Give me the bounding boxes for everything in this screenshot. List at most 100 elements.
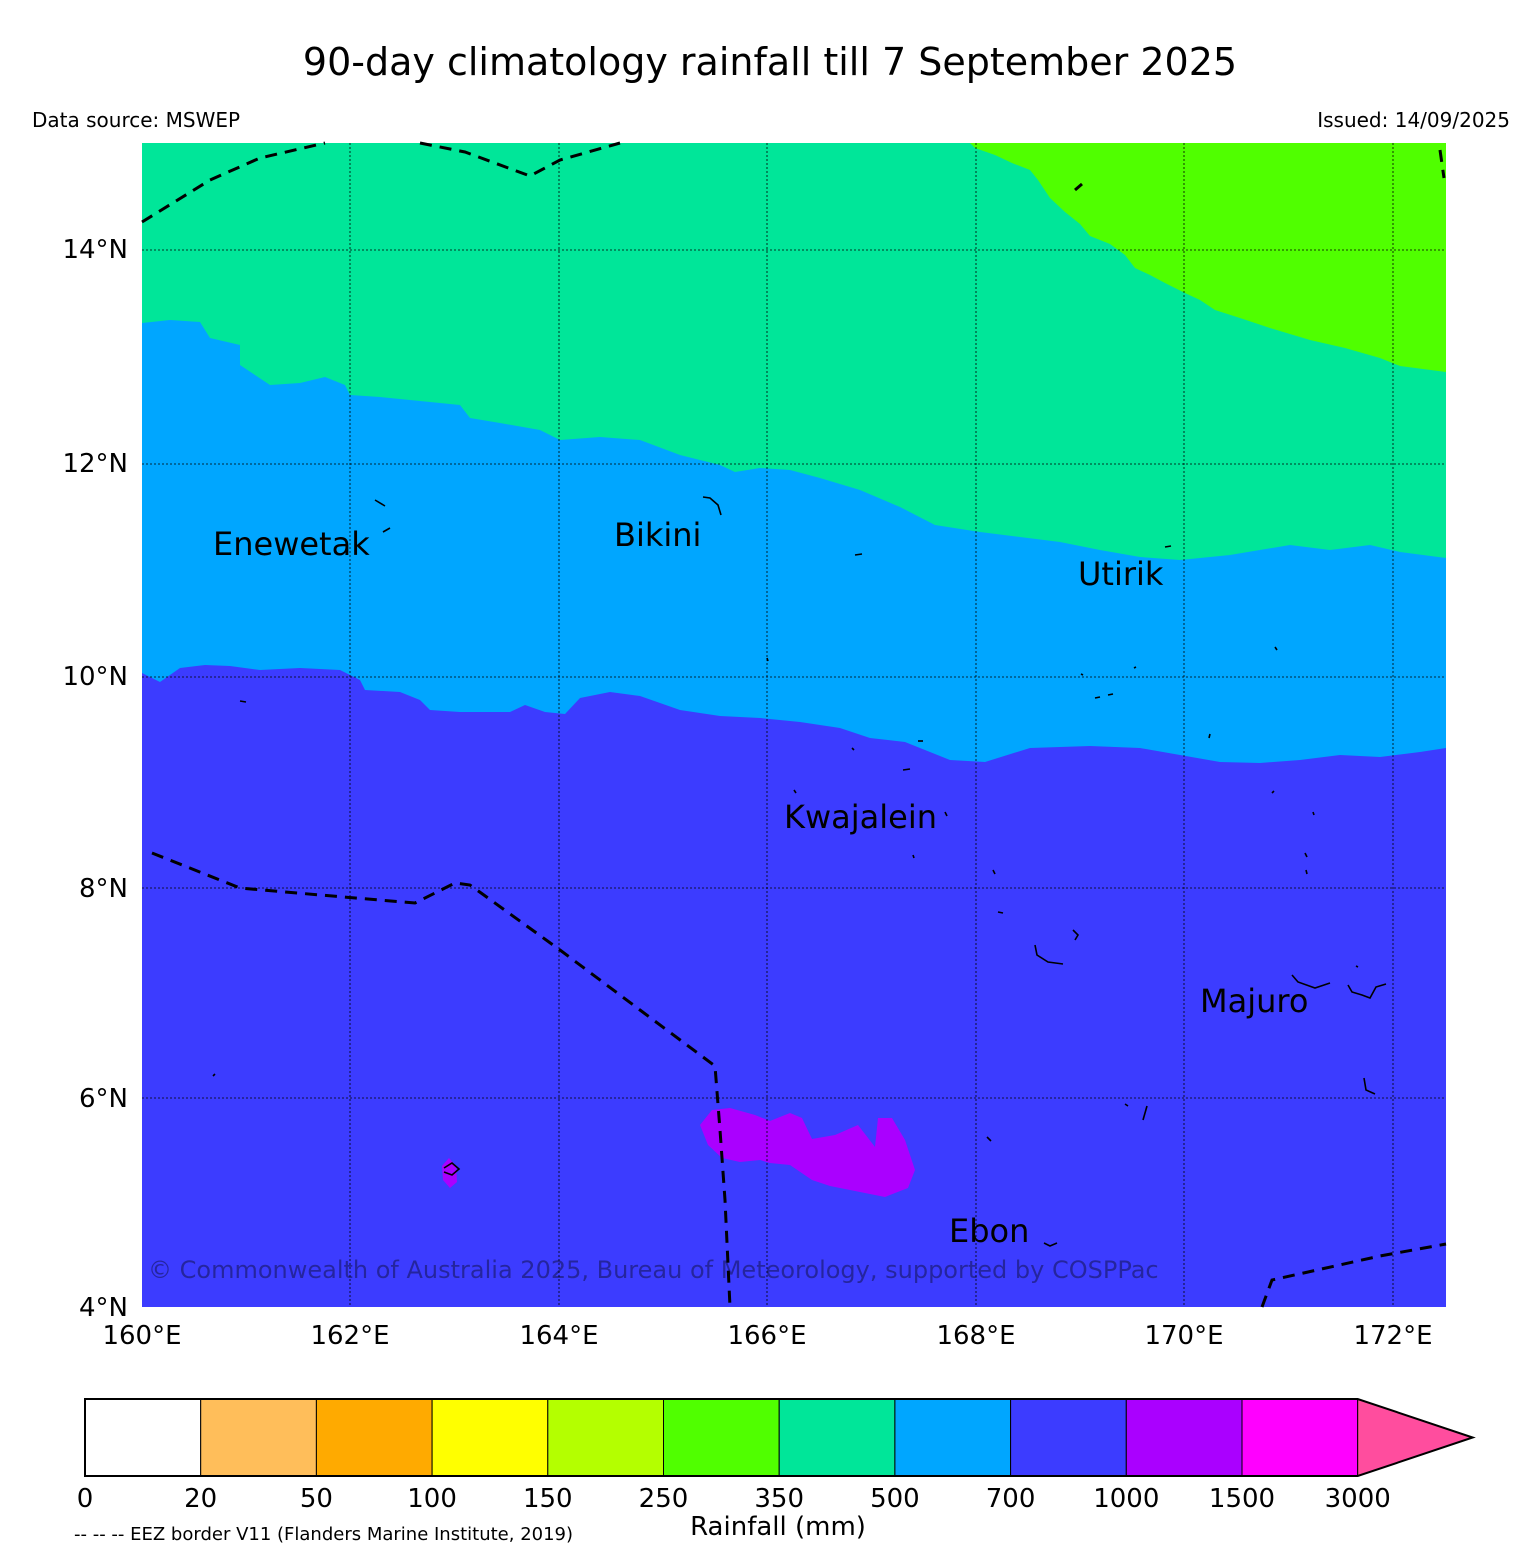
colorbar-swatch <box>778 1398 896 1477</box>
atoll-outline <box>382 527 391 533</box>
colorbar-swatch <box>1010 1398 1127 1477</box>
atoll-outline <box>854 553 863 556</box>
lon-label: 162°E <box>310 1321 389 1351</box>
atoll-outline <box>1304 852 1308 858</box>
colorbar-tick-label: 50 <box>300 1484 333 1514</box>
page-title: 90-day climatology rainfall till 7 Septe… <box>302 40 1238 84</box>
atoll-outline <box>1124 1103 1129 1107</box>
issued-date-label: Issued: 14/09/2025 <box>1317 108 1510 132</box>
lon-label: 160°E <box>102 1321 181 1351</box>
colorbar-tick-label: 100 <box>407 1484 457 1514</box>
colorbar-swatch <box>200 1398 317 1477</box>
colorbar-swatch <box>431 1398 549 1477</box>
colorbar-tick-label: 350 <box>754 1484 804 1514</box>
atoll-outline <box>1107 693 1114 696</box>
lat-label: 14°N <box>62 235 128 265</box>
eez-border-line <box>151 851 732 1308</box>
colorbar-title: Rainfall (mm) <box>690 1512 866 1542</box>
atoll-outline <box>912 854 915 859</box>
place-label-ebon: Ebon <box>949 1212 1029 1250</box>
colorbar-swatch <box>84 1398 202 1477</box>
longitude-labels: 160°E 162°E 164°E 166°E 168°E 170°E 172°… <box>102 1321 1432 1351</box>
colorbar-tick-label: 0 <box>77 1484 94 1514</box>
colorbar-ticks: 0 20 50 100 150 250 350 500 700 1000 1500 3000 <box>77 1484 1391 1514</box>
eez-border-line <box>1438 149 1446 179</box>
eez-border-line <box>1074 182 1083 192</box>
colorbar-tick-label: 3000 <box>1325 1484 1391 1514</box>
zone-1000-1500 <box>700 1108 915 1197</box>
eez-border-line <box>141 141 326 224</box>
atoll-outline <box>443 1162 461 1176</box>
atoll-outline <box>702 496 722 516</box>
lon-label: 170°E <box>1144 1321 1223 1351</box>
atolls <box>212 496 1387 1247</box>
colorbar-extend-arrow <box>1357 1398 1475 1477</box>
place-label-enewetak: Enewetak <box>213 525 370 563</box>
latitude-labels: 14°N 12°N 10°N 8°N 6°N 4°N <box>62 235 128 1323</box>
atoll-outline <box>986 1136 992 1142</box>
lon-label: 164°E <box>519 1321 598 1351</box>
colorbar-outline <box>84 1398 1476 1477</box>
colorbar-swatch <box>315 1398 433 1477</box>
place-label-kwajalein: Kwajalein <box>784 798 937 836</box>
colorbar-tick-label: 500 <box>870 1484 920 1514</box>
colorbar-swatch <box>1241 1398 1359 1477</box>
eez-border-line <box>1260 1242 1447 1308</box>
graticule <box>142 143 1446 1307</box>
atoll-outline <box>1133 666 1137 669</box>
atoll-outline <box>997 911 1004 914</box>
place-label-utirik: Utirik <box>1078 555 1164 593</box>
atoll-outline <box>1347 983 1387 999</box>
lat-label: 6°N <box>79 1084 128 1114</box>
lat-label: 4°N <box>79 1293 128 1323</box>
lat-label: 10°N <box>62 662 128 692</box>
atoll-outline <box>1312 811 1315 816</box>
colorbar <box>84 1398 1476 1477</box>
atoll-outline <box>1094 696 1101 699</box>
colorbar-swatch <box>547 1398 664 1477</box>
copyright-watermark: © Commonwealth of Australia 2025, Bureau… <box>148 1256 1159 1284</box>
atoll-outline <box>1355 965 1359 968</box>
atoll-outline <box>793 789 797 794</box>
zone-1000-1500-islet <box>442 1158 457 1188</box>
atoll-outline <box>851 747 855 751</box>
atoll-outline <box>1043 1242 1058 1247</box>
lat-label: 12°N <box>62 449 128 479</box>
zone-700-1000 <box>142 665 1446 1307</box>
rainfall-zones <box>142 143 1446 1307</box>
colorbar-tick-label: 1000 <box>1093 1484 1159 1514</box>
colorbar-tick-label: 1500 <box>1209 1484 1275 1514</box>
zone-250-350 <box>970 143 1446 372</box>
atoll-outline <box>1142 1105 1148 1121</box>
atoll-outline <box>1274 646 1278 651</box>
atoll-outline <box>1208 733 1211 739</box>
data-source-label: Data source: MSWEP <box>32 108 241 132</box>
atoll-outline <box>992 869 996 875</box>
colorbar-tick-label: 250 <box>639 1484 689 1514</box>
atoll-outline <box>766 657 769 662</box>
lat-label: 8°N <box>79 874 128 904</box>
atoll-outline <box>902 768 911 771</box>
atoll-outline <box>1271 790 1275 794</box>
colorbar-tick-label: 20 <box>184 1484 217 1514</box>
atoll-outline <box>1072 929 1080 941</box>
atoll-outline <box>1164 545 1172 548</box>
atoll-outline <box>1080 673 1084 676</box>
atoll-outline <box>1363 1077 1376 1095</box>
atoll-outline <box>1305 869 1308 875</box>
lon-label: 166°E <box>727 1321 806 1351</box>
colorbar-swatch <box>894 1398 1012 1477</box>
colorbar-swatch <box>1125 1398 1243 1477</box>
eez-border <box>141 141 1447 1308</box>
eez-border-line <box>419 141 621 178</box>
eez-border-note: -- -- -- EEZ border V11 (Flanders Marine… <box>74 1524 574 1545</box>
atoll-outline <box>239 700 247 703</box>
atoll-outline <box>212 1073 216 1077</box>
lon-label: 168°E <box>936 1321 1015 1351</box>
atoll-outline <box>1034 944 1064 965</box>
atoll-outline <box>374 499 386 507</box>
atoll-outline <box>944 811 948 817</box>
colorbar-tick-label: 150 <box>523 1484 573 1514</box>
lon-label: 172°E <box>1353 1321 1432 1351</box>
